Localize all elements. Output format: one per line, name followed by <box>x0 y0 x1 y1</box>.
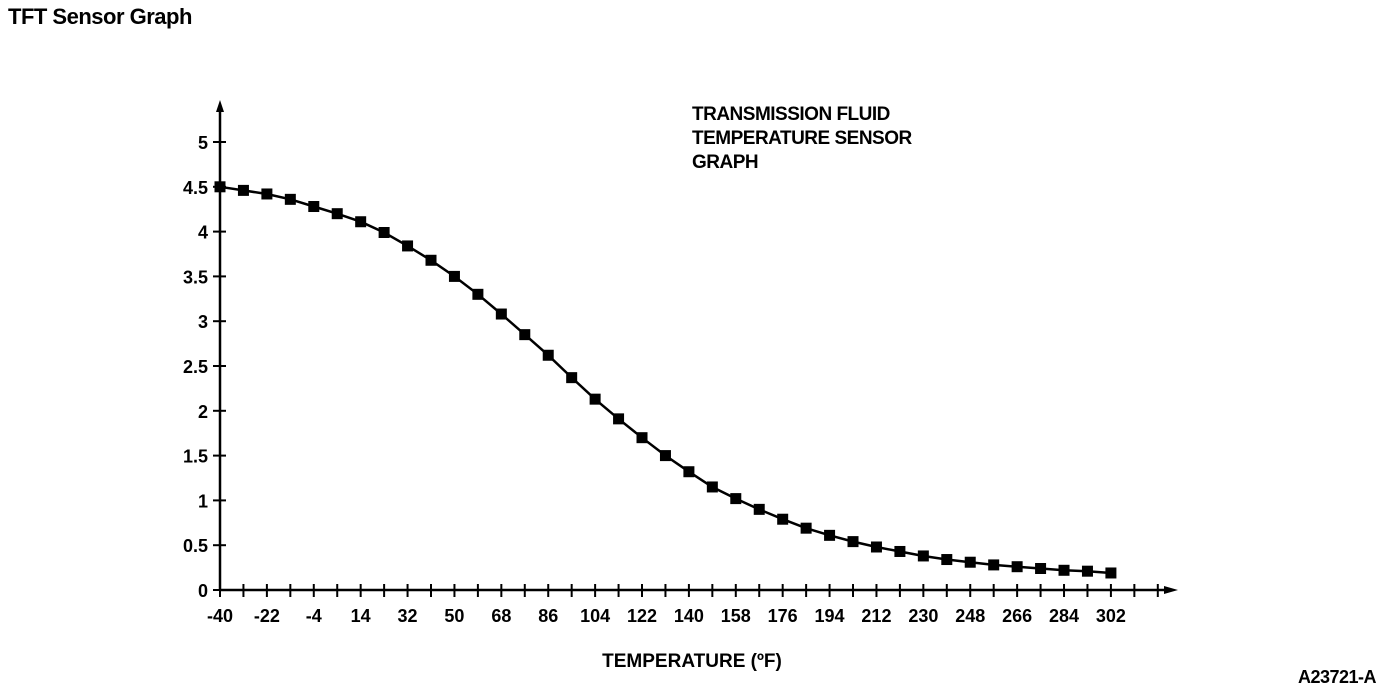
data-point-marker <box>941 554 953 566</box>
y-tick-label: 1.5 <box>183 447 208 467</box>
data-point-marker <box>917 550 929 562</box>
data-point-marker <box>1105 567 1117 579</box>
data-point-marker <box>777 513 789 525</box>
data-point-marker <box>1058 564 1070 576</box>
y-tick-label: 3 <box>198 312 208 332</box>
data-point-marker <box>425 254 437 266</box>
x-tick-label: 122 <box>627 606 657 626</box>
data-point-marker <box>753 503 765 515</box>
data-point-marker <box>472 288 484 300</box>
x-tick-label: 302 <box>1096 606 1126 626</box>
x-tick-label: 230 <box>908 606 938 626</box>
y-tick-label: 5 <box>198 133 208 153</box>
annotation-line: GRAPH <box>692 152 758 173</box>
annotation-line: TRANSMISSION FLUID <box>692 104 890 125</box>
x-tick-label: 266 <box>1002 606 1032 626</box>
chart-axes <box>216 100 1178 594</box>
y-tick-label: 0.5 <box>183 536 208 556</box>
x-tick-label: 86 <box>538 606 558 626</box>
data-point-marker <box>495 308 507 320</box>
x-tick-label: 212 <box>861 606 891 626</box>
data-point-marker <box>613 413 625 425</box>
x-tick-label: 104 <box>580 606 610 626</box>
annotation-line: TEMPERATURE SENSOR <box>692 128 913 149</box>
page-title: TFT Sensor Graph <box>8 4 192 29</box>
data-point-marker <box>1081 565 1093 577</box>
x-axis-arrow <box>1164 586 1178 594</box>
y-axis-arrow <box>216 100 224 112</box>
data-point-marker <box>542 349 554 361</box>
x-tick-label: 248 <box>955 606 985 626</box>
data-point-marker <box>636 432 648 444</box>
data-point-marker <box>214 181 226 193</box>
chart-annotation: TRANSMISSION FLUID TEMPERATURE SENSOR GRAP… <box>692 104 913 173</box>
data-point-marker <box>1011 561 1023 573</box>
x-tick-label: -40 <box>207 606 233 626</box>
y-tick-label: 1 <box>198 491 208 511</box>
x-tick-label: 32 <box>398 606 418 626</box>
data-point-marker <box>402 240 414 252</box>
data-point-marker <box>847 536 859 548</box>
data-point-marker <box>355 216 367 228</box>
y-tick-label: 4 <box>198 223 208 243</box>
data-point-marker <box>988 559 1000 571</box>
data-point-marker <box>284 193 296 205</box>
data-point-marker <box>964 556 976 568</box>
x-tick-label: 50 <box>444 606 464 626</box>
data-point-marker <box>659 450 671 462</box>
x-tick-label: 194 <box>815 606 845 626</box>
data-point-marker <box>730 493 742 505</box>
data-series <box>214 181 1117 579</box>
x-axis-label: TEMPERATURE (ºF) <box>602 651 782 672</box>
x-tick-label: -4 <box>306 606 322 626</box>
data-point-marker <box>308 201 320 213</box>
data-point-marker <box>1035 562 1047 574</box>
data-point-marker <box>894 545 906 557</box>
data-point-marker <box>261 188 273 200</box>
figure-id: A23721-A <box>1297 667 1377 687</box>
data-point-marker <box>448 270 460 282</box>
y-tick-label: 0 <box>198 581 208 601</box>
x-tick-label: 176 <box>768 606 798 626</box>
x-tick-label: 68 <box>491 606 511 626</box>
data-point-marker <box>870 541 882 553</box>
data-point-marker <box>331 208 343 220</box>
x-axis-ticks: -40 -22 -4 14 32 50 68 86 104 122 140 158 176 194 212 2… <box>207 584 1159 626</box>
data-point-marker <box>824 529 836 541</box>
data-point-marker <box>589 393 601 405</box>
data-point-marker <box>566 372 578 384</box>
x-tick-label: 158 <box>721 606 751 626</box>
x-tick-label: -22 <box>254 606 280 626</box>
data-point-marker <box>378 226 390 238</box>
x-tick-label: 284 <box>1049 606 1079 626</box>
data-point-marker <box>800 522 812 534</box>
series-line <box>219 185 1111 575</box>
data-point-marker <box>683 466 695 478</box>
y-tick-label: 4.5 <box>183 178 208 198</box>
y-tick-label: 3.5 <box>183 267 208 287</box>
x-tick-label: 140 <box>674 606 704 626</box>
y-tick-label: 2.5 <box>183 357 208 377</box>
data-point-marker <box>519 329 531 341</box>
y-tick-label: 2 <box>198 402 208 422</box>
x-tick-label: 14 <box>351 606 371 626</box>
data-point-marker <box>706 481 718 493</box>
data-point-marker <box>237 184 249 196</box>
